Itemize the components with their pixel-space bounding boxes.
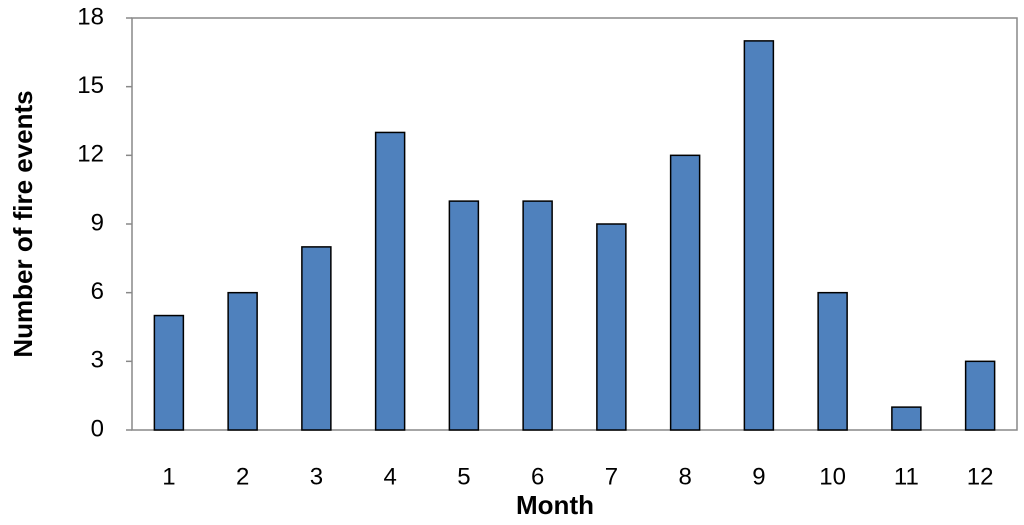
y-tick-label: 3 xyxy=(91,347,104,374)
bar xyxy=(522,200,553,431)
bar xyxy=(227,291,258,431)
bar xyxy=(743,40,775,431)
y-tick-label: 12 xyxy=(77,141,104,168)
x-tick-label: 7 xyxy=(605,463,618,490)
y-axis-title: Number of fire events xyxy=(8,90,38,357)
plot-frame xyxy=(131,17,1018,431)
bar xyxy=(891,406,922,431)
y-tick-label: 6 xyxy=(91,278,104,305)
x-tick-label: 3 xyxy=(310,463,323,490)
x-tick-label: 12 xyxy=(967,463,994,490)
x-tick-label: 8 xyxy=(678,463,691,490)
y-tick-label: 15 xyxy=(77,72,104,99)
bar xyxy=(669,154,701,431)
bar xyxy=(301,246,332,431)
x-tick-label: 11 xyxy=(894,463,919,490)
x-tick-label: 10 xyxy=(819,463,846,490)
x-tick-label: 9 xyxy=(752,463,765,490)
x-axis-title: Month xyxy=(516,490,594,520)
x-tick-label: 4 xyxy=(383,463,396,490)
bar xyxy=(817,291,848,431)
y-tick-label: 9 xyxy=(91,209,104,236)
x-tick-label: 2 xyxy=(236,463,249,490)
x-tick-label: 5 xyxy=(457,463,470,490)
x-tick-label: 6 xyxy=(531,463,544,490)
x-tick-label: 1 xyxy=(162,463,175,490)
bar xyxy=(153,314,185,431)
y-tick-label: 0 xyxy=(91,415,104,442)
bar xyxy=(964,360,996,431)
bar xyxy=(596,223,627,431)
y-tick-label: 18 xyxy=(77,3,104,30)
bar xyxy=(448,200,480,431)
bar xyxy=(374,131,406,431)
